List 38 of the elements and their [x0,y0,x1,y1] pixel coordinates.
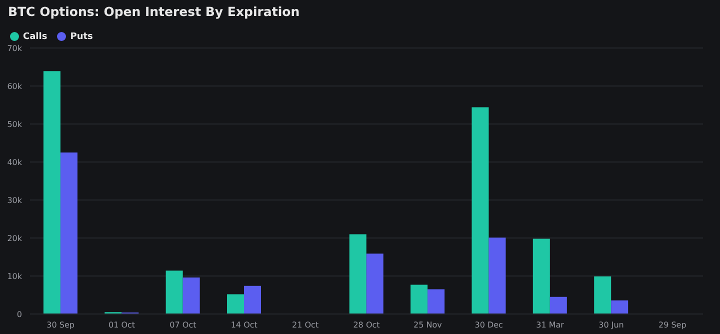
bar [472,107,489,314]
bar [611,300,628,314]
y-tick-label: 20k [7,234,22,243]
x-tick-label: 25 Nov [414,320,442,330]
x-tick-label: 30 Jun [598,320,624,330]
bar [182,278,200,314]
y-tick-label: 0 [16,310,22,319]
bar [410,284,428,314]
bar [60,152,78,314]
bar [244,286,262,314]
x-tick-label: 30 Sep [46,320,74,330]
bar [488,238,506,314]
bar [349,234,366,314]
bar [550,296,567,314]
bar [532,238,550,314]
x-tick-label: 21 Oct [292,320,319,330]
x-tick-label: 31 Mar [536,320,565,330]
x-tick-label: 28 Oct [353,320,380,330]
bar [594,276,612,314]
x-tick-label: 01 Oct [108,320,136,330]
x-tick-label: 29 Sep [658,320,686,330]
y-tick-label: 40k [7,158,22,167]
legend-label: Puts [70,32,93,42]
bar [227,294,244,314]
x-tick-label: 30 Dec [474,320,503,330]
y-tick-label: 60k [7,82,22,91]
bar [366,254,384,314]
x-tick-label: 14 Oct [230,320,258,330]
bar [43,71,60,314]
x-tick-label: 07 Oct [170,320,196,330]
y-tick-label: 30k [7,196,22,205]
y-tick-label: 50k [7,120,22,129]
y-tick-label: 10k [7,272,22,281]
bar [166,270,183,314]
bar [428,289,445,314]
chart-title: BTC Options: Open Interest By Expiration [8,4,300,19]
legend-label: Calls [23,32,48,42]
y-tick-label: 70k [7,44,22,53]
